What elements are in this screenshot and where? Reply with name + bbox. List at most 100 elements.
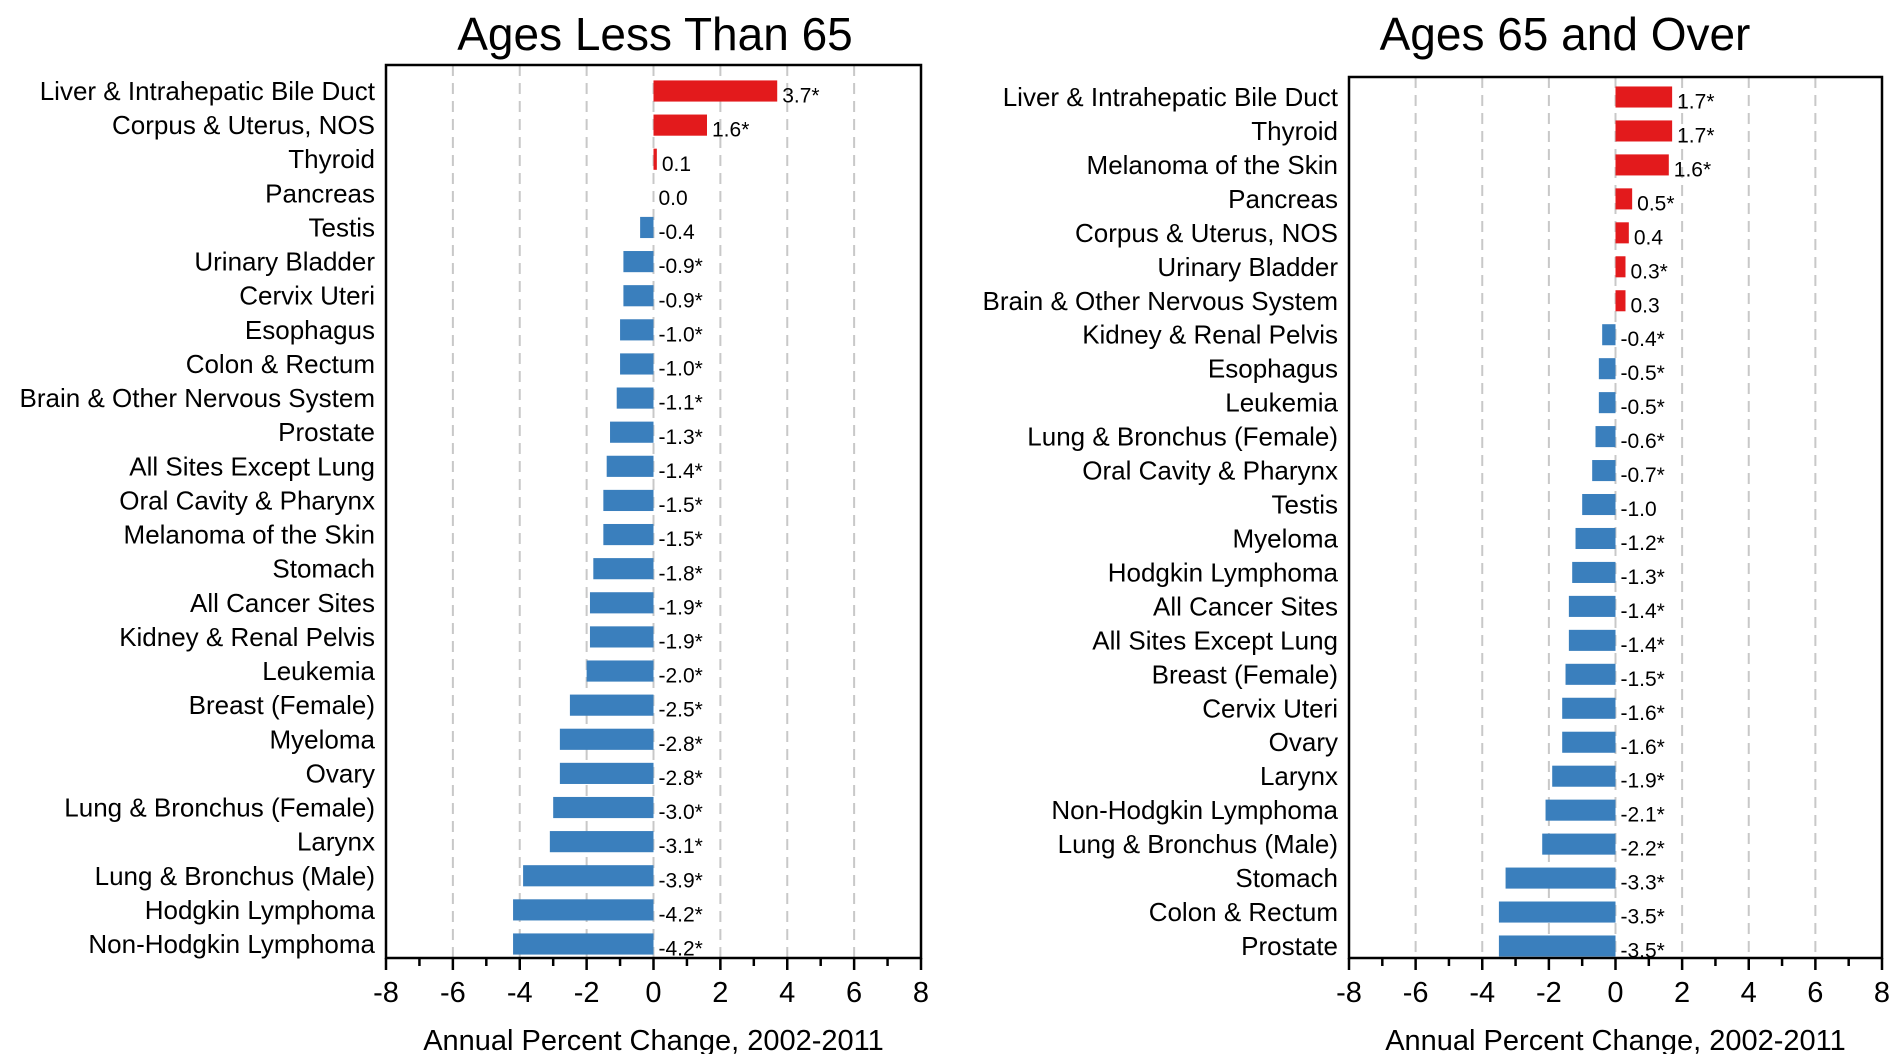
category-label: Brain & Other Nervous System	[20, 383, 375, 413]
category-label: All Sites Except Lung	[129, 451, 375, 481]
bar	[1615, 290, 1626, 312]
x-tick-label: -6	[1403, 977, 1429, 1009]
data-label: -1.0*	[659, 358, 703, 381]
bar	[1592, 460, 1616, 482]
bar	[606, 455, 654, 477]
data-label: -1.9*	[1621, 770, 1665, 793]
x-tick-label: -6	[440, 977, 466, 1009]
data-label: -3.3*	[1621, 872, 1665, 895]
x-tick-label: -2	[574, 977, 600, 1009]
data-label: -1.3*	[659, 426, 703, 449]
bar	[620, 319, 654, 341]
data-label: -2.5*	[659, 699, 703, 722]
category-label: Breast (Female)	[1152, 659, 1338, 689]
chart-title: Ages Less Than 65	[457, 8, 853, 60]
category-label: Myeloma	[1233, 523, 1339, 553]
bar	[549, 831, 654, 853]
bar	[1615, 154, 1669, 176]
data-label: -3.1*	[659, 835, 703, 858]
data-label: -1.0*	[659, 323, 703, 346]
bar	[1565, 663, 1616, 685]
data-label: -2.2*	[1621, 838, 1665, 861]
category-label: Stomach	[272, 554, 375, 584]
data-label: -0.4	[659, 221, 696, 244]
bar	[1615, 222, 1629, 244]
data-label: -4.2*	[659, 903, 703, 926]
data-label: -1.3*	[1621, 566, 1665, 589]
bar	[1542, 833, 1616, 855]
bar	[1572, 561, 1616, 583]
bar	[1598, 392, 1616, 414]
data-label: -1.4*	[659, 460, 703, 483]
bar	[559, 762, 654, 784]
bar	[1498, 935, 1616, 957]
data-label: -2.8*	[659, 733, 703, 756]
bar	[1545, 799, 1616, 821]
category-label: Testis	[1272, 490, 1338, 520]
data-label: -1.4*	[1621, 600, 1665, 623]
bar	[1568, 595, 1616, 617]
data-label: -0.4*	[1621, 328, 1665, 351]
data-label: -1.5*	[1621, 668, 1665, 691]
data-label: 0.3*	[1630, 260, 1667, 283]
bar	[513, 899, 654, 921]
bar	[1582, 493, 1616, 516]
x-tick-label: 6	[846, 977, 862, 1009]
bar	[586, 660, 654, 682]
category-label: Esophagus	[1208, 354, 1338, 384]
bar	[523, 865, 654, 887]
data-label: -0.5*	[1621, 362, 1665, 385]
category-label: Thyroid	[288, 144, 375, 174]
x-tick-label: -4	[1469, 977, 1495, 1009]
data-label: 3.7*	[782, 85, 819, 108]
category-label: Larynx	[1260, 761, 1338, 791]
category-label: Leukemia	[262, 656, 375, 686]
x-tick-label: 4	[779, 977, 795, 1009]
category-label: Cervix Uteri	[239, 281, 375, 311]
data-label: 1.7*	[1677, 91, 1714, 114]
data-label: -0.9*	[659, 255, 703, 278]
bar	[653, 148, 657, 170]
data-label: -1.8*	[659, 562, 703, 585]
left-chart-panel: Ages Less Than 65 3.7* Liver & Intrahepati…	[20, 8, 930, 1054]
data-label: 0.1	[662, 153, 691, 176]
category-label: Hodgkin Lymphoma	[145, 895, 376, 925]
data-label: 0.5*	[1637, 192, 1674, 215]
category-label: Urinary Bladder	[1157, 252, 1338, 282]
category-label: Colon & Rectum	[186, 349, 375, 379]
data-label: -1.6*	[1621, 736, 1665, 759]
data-label: -1.6*	[1621, 702, 1665, 725]
category-label: Thyroid	[1251, 116, 1338, 146]
category-label: Ovary	[1269, 727, 1338, 757]
bar	[1602, 324, 1616, 346]
bar	[1615, 86, 1673, 108]
category-label: Corpus & Uterus, NOS	[112, 110, 375, 140]
category-label: Non-Hodgkin Lymphoma	[1051, 795, 1338, 825]
category-label: Non-Hodgkin Lymphoma	[88, 929, 375, 959]
x-tick-label: -8	[1336, 977, 1362, 1009]
x-tick-label: 2	[1674, 977, 1690, 1009]
x-tick-label: 0	[645, 977, 661, 1009]
x-tick-label: 8	[913, 977, 929, 1009]
x-tick-label: 8	[1874, 977, 1890, 1009]
bar	[1552, 765, 1616, 787]
category-label: Pancreas	[1228, 184, 1338, 214]
chart-title: Ages 65 and Over	[1380, 8, 1751, 60]
data-label: 1.7*	[1677, 124, 1714, 147]
bar	[620, 353, 654, 375]
bar	[1575, 527, 1616, 550]
right-chart-panel: Ages 65 and Over 1.7* Liver & Intrahepatic…	[983, 8, 1891, 1054]
bar	[1595, 426, 1616, 448]
bar	[610, 421, 654, 443]
data-label: 1.6*	[712, 119, 749, 142]
x-tick-label: -4	[507, 977, 533, 1009]
bar	[1562, 697, 1616, 719]
bar	[569, 694, 654, 716]
data-label: -1.9*	[659, 596, 703, 619]
category-label: Kidney & Renal Pelvis	[1082, 320, 1338, 350]
data-label: -0.9*	[659, 289, 703, 312]
data-label: -1.1*	[659, 392, 703, 415]
bar	[589, 592, 654, 614]
x-tick-label: 6	[1807, 977, 1823, 1009]
